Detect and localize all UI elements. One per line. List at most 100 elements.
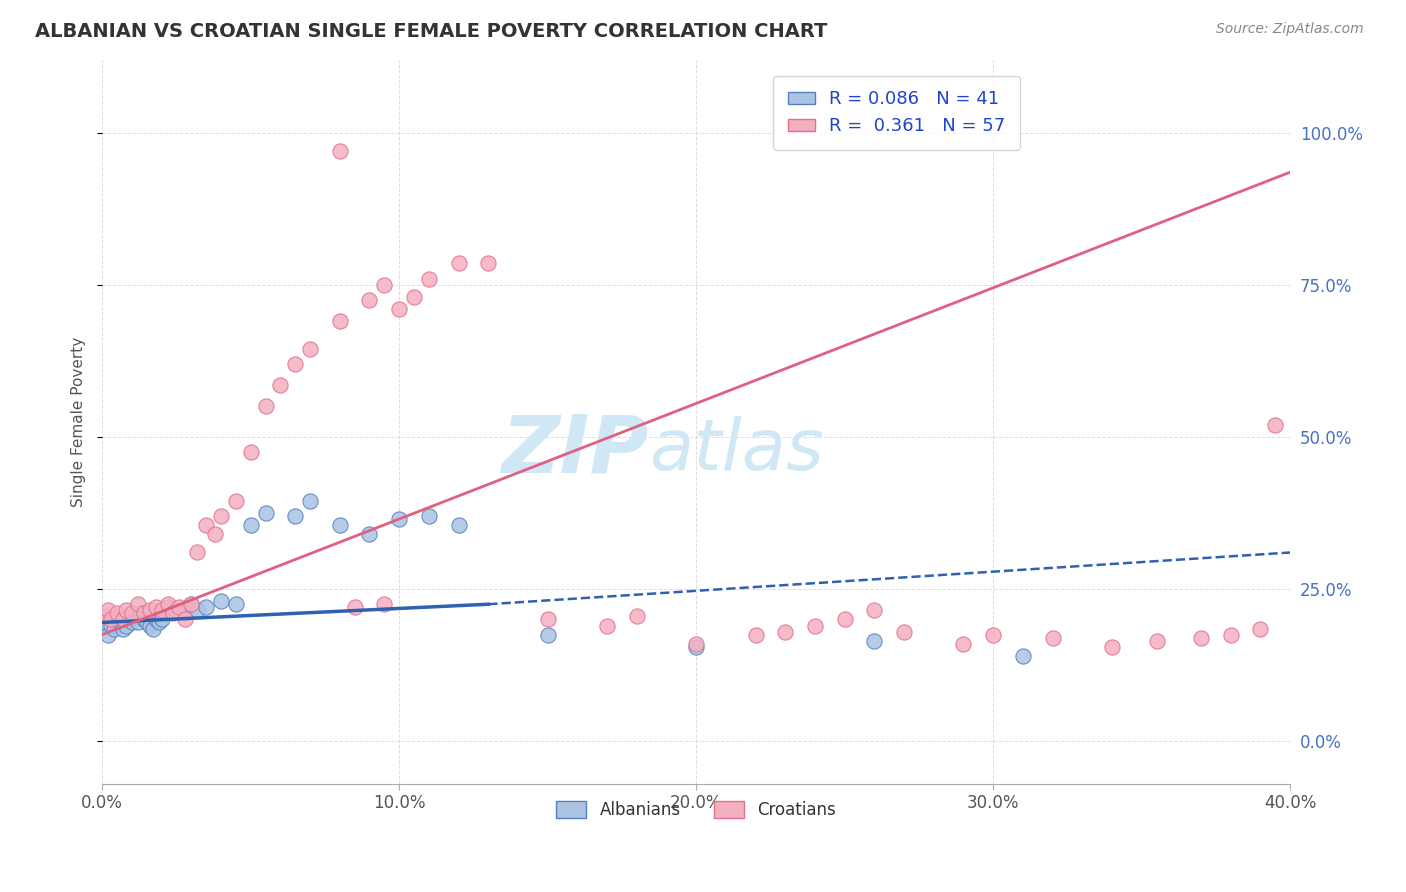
Point	[1189, 631, 1212, 645]
Point	[685, 637, 707, 651]
Point	[186, 545, 208, 559]
Point	[174, 607, 197, 621]
Point	[477, 256, 499, 270]
Point	[118, 612, 141, 626]
Point	[537, 627, 560, 641]
Point	[150, 612, 173, 626]
Point	[1042, 631, 1064, 645]
Point	[359, 527, 381, 541]
Text: Source: ZipAtlas.com: Source: ZipAtlas.com	[1216, 22, 1364, 37]
Point	[100, 618, 122, 632]
Point	[329, 144, 352, 158]
Point	[284, 508, 307, 523]
Point	[115, 618, 138, 632]
Point	[373, 597, 395, 611]
Point	[115, 603, 138, 617]
Point	[284, 357, 307, 371]
Point	[626, 609, 648, 624]
Point	[775, 624, 797, 639]
Point	[195, 600, 218, 615]
Point	[111, 612, 134, 626]
Point	[169, 600, 191, 615]
Point	[121, 607, 143, 621]
Point	[893, 624, 915, 639]
Point	[138, 603, 160, 617]
Y-axis label: Single Female Poverty: Single Female Poverty	[72, 336, 86, 507]
Point	[863, 633, 886, 648]
Text: ALBANIAN VS CROATIAN SINGLE FEMALE POVERTY CORRELATION CHART: ALBANIAN VS CROATIAN SINGLE FEMALE POVER…	[35, 22, 828, 41]
Point	[105, 612, 128, 626]
Point	[254, 506, 277, 520]
Point	[111, 622, 134, 636]
Point	[299, 493, 322, 508]
Point	[1146, 633, 1168, 648]
Legend: Albanians, Croatians: Albanians, Croatians	[550, 795, 842, 826]
Point	[402, 290, 425, 304]
Point	[685, 640, 707, 654]
Point	[744, 627, 766, 641]
Point	[225, 493, 247, 508]
Point	[447, 518, 470, 533]
Point	[204, 527, 226, 541]
Point	[108, 615, 131, 630]
Point	[124, 609, 146, 624]
Point	[121, 615, 143, 630]
Point	[186, 603, 208, 617]
Point	[103, 622, 125, 636]
Point	[209, 594, 232, 608]
Point	[537, 612, 560, 626]
Point	[127, 597, 149, 611]
Point	[166, 603, 188, 617]
Point	[127, 615, 149, 630]
Point	[834, 612, 856, 626]
Point	[142, 622, 165, 636]
Point	[100, 612, 122, 626]
Text: atlas: atlas	[648, 417, 824, 485]
Point	[952, 637, 974, 651]
Point	[162, 607, 184, 621]
Point	[388, 302, 411, 317]
Point	[863, 603, 886, 617]
Point	[329, 314, 352, 328]
Point	[156, 597, 179, 611]
Point	[150, 603, 173, 617]
Point	[418, 271, 440, 285]
Text: ZIP: ZIP	[502, 411, 648, 490]
Point	[132, 607, 155, 621]
Point	[105, 607, 128, 621]
Point	[148, 615, 170, 630]
Point	[343, 600, 366, 615]
Point	[195, 518, 218, 533]
Point	[132, 612, 155, 626]
Point	[239, 445, 262, 459]
Point	[418, 508, 440, 523]
Point	[596, 618, 619, 632]
Point	[180, 597, 202, 611]
Point	[1249, 622, 1271, 636]
Point	[97, 627, 120, 641]
Point	[225, 597, 247, 611]
Point	[269, 378, 291, 392]
Point	[138, 618, 160, 632]
Point	[981, 627, 1004, 641]
Point	[180, 597, 202, 611]
Point	[94, 609, 117, 624]
Point	[1101, 640, 1123, 654]
Point	[174, 612, 197, 626]
Point	[359, 293, 381, 307]
Point	[135, 615, 157, 630]
Point	[1219, 627, 1241, 641]
Point	[254, 400, 277, 414]
Point	[156, 600, 179, 615]
Point	[97, 603, 120, 617]
Point	[299, 342, 322, 356]
Point	[447, 256, 470, 270]
Point	[129, 607, 152, 621]
Point	[145, 600, 167, 615]
Point	[1264, 417, 1286, 432]
Point	[145, 612, 167, 626]
Point	[94, 615, 117, 630]
Point	[804, 618, 827, 632]
Point	[209, 508, 232, 523]
Point	[329, 518, 352, 533]
